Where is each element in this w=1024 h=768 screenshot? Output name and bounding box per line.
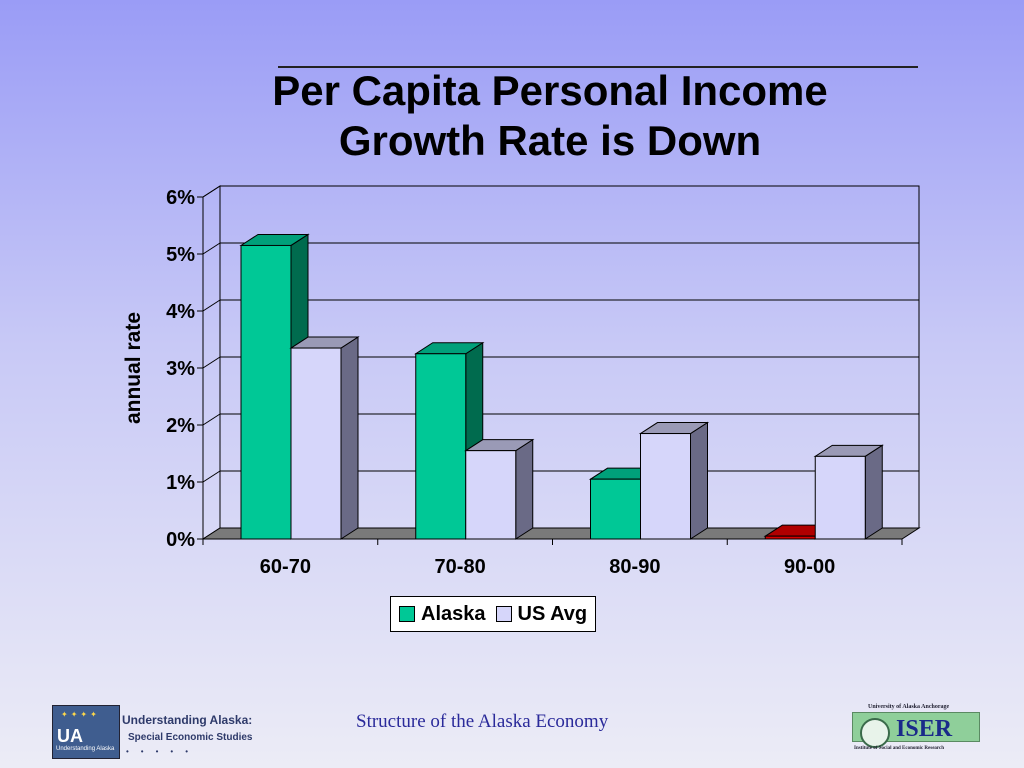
title-line-2: Growth Rate is Down: [338, 117, 762, 164]
iser-logo-top-text: University of Alaska Anchorage: [868, 704, 950, 710]
gridline-side: [202, 185, 221, 198]
legend-item-alaska: Alaska: [399, 603, 486, 626]
ua-logo-caption: Understanding Alaska: [56, 746, 115, 752]
y-tick-label: 0%: [166, 529, 195, 551]
legend-item-us-avg: US Avg: [495, 602, 588, 626]
ua-logo-letters: UA: [57, 726, 83, 746]
slide-title: Per Capita Personal Income Growth Rate i…: [150, 66, 950, 166]
gridline-side: [202, 356, 221, 369]
bar-us-avg-60-70: [290, 347, 342, 540]
bar-us-avg-70-80: [465, 450, 517, 540]
bar-us-avg-90-00: [814, 455, 866, 540]
iser-logo-name: ISER: [896, 716, 953, 742]
bar-side-us-avg-90-00: [864, 444, 883, 540]
chart-legend: Alaska US Avg: [390, 596, 597, 632]
bar-alaska-80-90: [590, 478, 641, 540]
bar-alaska-60-70: [240, 244, 292, 540]
gridline-side: [202, 242, 221, 255]
legend-swatch-us-avg: [495, 606, 512, 622]
footer-text: Structure of the Alaska Economy: [356, 711, 609, 732]
globe-icon: [860, 718, 890, 748]
y-tick-label: 3%: [166, 358, 195, 380]
y-tick-label: 4%: [166, 301, 195, 323]
bar-side-us-avg-80-90: [690, 421, 708, 540]
iser-logo: University of Alaska Anchorage ISER Inst…: [850, 704, 980, 758]
title-rule: [278, 66, 918, 68]
x-tick-label: 90-00: [784, 556, 835, 578]
y-tick-label: 2%: [166, 415, 195, 437]
title-line-1: Per Capita Personal Income: [272, 67, 828, 114]
bar-alaska-90-00: [764, 535, 816, 540]
understanding-alaska-logo: ✦✦✦✦ UA Understanding Alaska Understandi…: [52, 705, 252, 759]
y-axis-title: annual rate: [122, 312, 145, 424]
y-tick-label: 5%: [166, 244, 195, 266]
bar-side-us-avg-60-70: [340, 336, 359, 540]
bar-us-avg-80-90: [640, 433, 691, 540]
gridline-side: [202, 299, 221, 312]
ua-logo-title: Understanding Alaska:: [122, 713, 253, 727]
x-tick-label: 70-80: [435, 556, 486, 578]
bar-side-us-avg-70-80: [515, 438, 534, 540]
x-tick-label: 80-90: [609, 556, 660, 578]
bar-alaska-70-80: [415, 353, 467, 540]
iser-logo-bottom-text: Institute of Social and Economic Researc…: [854, 746, 945, 751]
dot-decoration-icon: •••••: [126, 747, 201, 756]
legend-swatch-alaska: [399, 606, 415, 622]
y-tick-label: 1%: [166, 472, 195, 494]
legend-label-us-avg: US Avg: [517, 602, 588, 625]
x-tick-label: 60-70: [260, 556, 311, 578]
ua-logo-box: ✦✦✦✦ UA Understanding Alaska: [52, 705, 120, 759]
gridline-side: [202, 470, 221, 483]
legend-label-alaska: Alaska: [421, 602, 486, 625]
star-icons: ✦✦✦✦: [61, 710, 100, 719]
ua-logo-subtitle: Special Economic Studies: [128, 732, 253, 743]
gridline-side: [202, 413, 221, 426]
y-tick-label: 6%: [166, 187, 195, 209]
